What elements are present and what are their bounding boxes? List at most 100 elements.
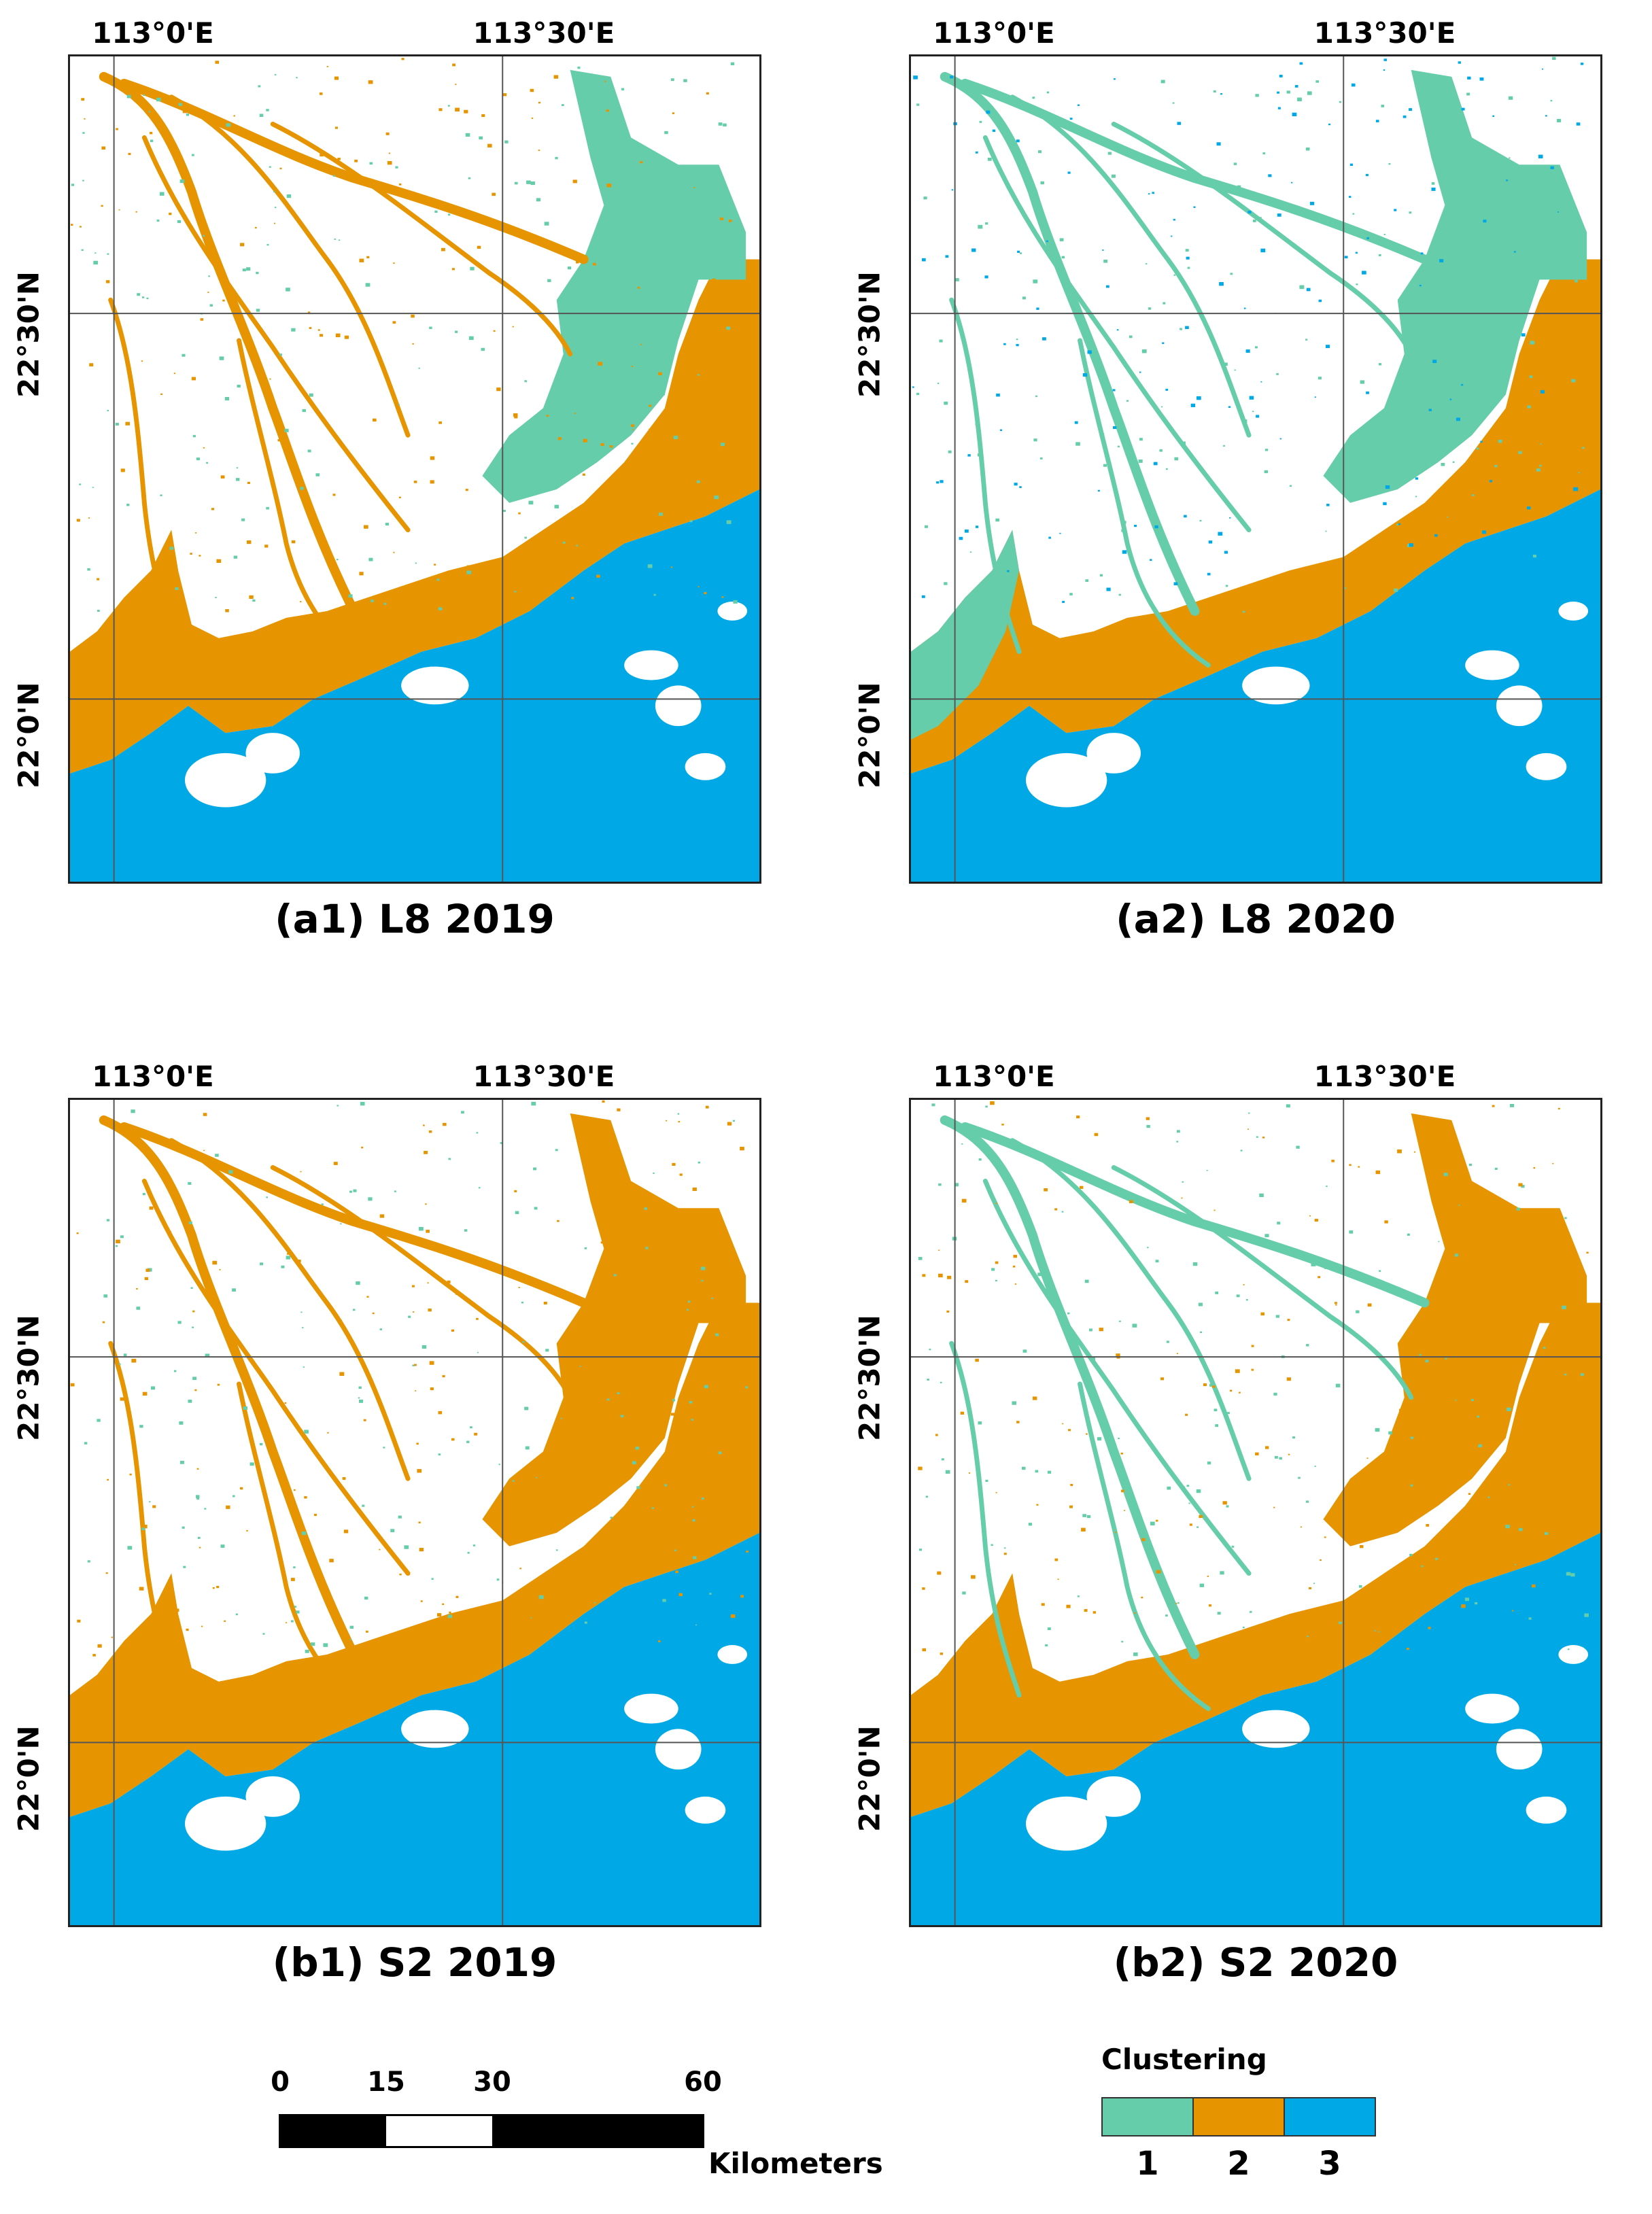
lon-label-113-0: 113°0'E (92, 1060, 214, 1093)
river-channel (982, 1178, 1252, 1576)
lat-label-22-0: 22°0'N (12, 682, 46, 789)
scale-tick-15: 15 (367, 2066, 405, 2098)
island (1496, 685, 1543, 727)
legend-swatch-1 (1101, 2097, 1194, 2137)
coastal-class-area (70, 1302, 759, 1817)
island (655, 685, 702, 727)
island (1558, 602, 1589, 621)
river-channel (949, 297, 1022, 655)
island (1526, 1796, 1567, 1824)
lon-label-113-30: 113°30'E (472, 16, 615, 50)
legend-label-1: 1 (1136, 2145, 1159, 2183)
scale-unit-label: Kilometers (708, 2147, 883, 2180)
river-channel (1010, 1138, 1252, 1481)
map-panel-b1: 113°0'E 113°30'E 22°30'N 22°0'N (b1) S2 … (12, 1043, 775, 1995)
clustering-legend: Clustering 1 2 3 (1101, 2043, 1455, 2206)
cluster-map-b2 (909, 1098, 1602, 1927)
cluster-map-a1 (68, 54, 761, 884)
river-channel (1111, 1165, 1414, 1400)
lat-label-22-30: 22°30'N (853, 1315, 887, 1441)
scale-segment-black-2 (492, 2114, 704, 2148)
scale-tick-60: 60 (684, 2066, 722, 2098)
lon-label-113-30: 113°30'E (472, 1060, 615, 1093)
western-delta-area (70, 530, 179, 740)
legend-swatch-3 (1284, 2097, 1376, 2137)
classified-speckles (70, 58, 740, 612)
island (185, 1796, 266, 1851)
river-channel (940, 1115, 1200, 1659)
estuary-class-area (1323, 1113, 1587, 1546)
panel-caption-a1: (a1) L8 2019 (275, 896, 555, 942)
island (1242, 1710, 1310, 1748)
western-delta-area (70, 1573, 179, 1784)
river-channel (1078, 1381, 1211, 1712)
coastal-class-area (911, 259, 1600, 774)
river-channel (1078, 338, 1211, 668)
island (1026, 753, 1107, 808)
cluster-map-b1 (68, 1098, 761, 1927)
scale-tick-0: 0 (271, 2066, 290, 2098)
legend-swatch-2 (1192, 2097, 1285, 2137)
map-panel-b2: 113°0'E 113°30'E 22°30'N 22°0'N (b2) S2 … (853, 1043, 1616, 1995)
classified-speckles (70, 1100, 748, 1657)
island (1465, 1693, 1519, 1724)
scale-segment-white (384, 2114, 494, 2148)
river-channel (949, 1340, 1022, 1698)
island (624, 1693, 678, 1724)
river-channel (1111, 122, 1414, 357)
island (1242, 666, 1310, 705)
island (1086, 1776, 1141, 1817)
lat-label-22-30: 22°30'N (853, 271, 887, 398)
panel-caption-a2: (a2) L8 2020 (1116, 896, 1396, 942)
island (245, 733, 300, 774)
lon-label-113-30: 113°30'E (1313, 1060, 1456, 1093)
island (655, 1729, 702, 1770)
island (401, 666, 469, 705)
island (1526, 753, 1567, 780)
island (685, 753, 726, 780)
legend-title: Clustering (1101, 2043, 1267, 2076)
island (1496, 1729, 1543, 1770)
estuary-class-area (482, 1113, 746, 1546)
river-channel (141, 1178, 411, 1576)
island (624, 650, 678, 680)
coastal-class-area (911, 1302, 1600, 1817)
river-channel (940, 71, 1200, 616)
coastal-class-area (70, 259, 759, 774)
island (245, 1776, 300, 1817)
island (1086, 733, 1141, 774)
panel-caption-b2: (b2) S2 2020 (1113, 1939, 1398, 1986)
scale-segment-black-1 (279, 2114, 386, 2148)
western-delta-area (911, 1573, 1020, 1784)
river-channel (237, 1381, 370, 1712)
island (1465, 650, 1519, 680)
panel-caption-b1: (b1) S2 2019 (272, 1939, 557, 1986)
lon-label-113-0: 113°0'E (933, 16, 1055, 50)
lat-label-22-0: 22°0'N (853, 1725, 887, 1832)
scale-bar: 0 15 30 60 Kilometers (271, 2066, 883, 2182)
scale-tick-30: 30 (473, 2066, 511, 2098)
estuary-class-area (482, 69, 746, 503)
river-channel (270, 1165, 573, 1400)
cluster-map-a2 (909, 54, 1602, 884)
legend-label-3: 3 (1318, 2145, 1341, 2183)
river-channel (108, 1340, 181, 1698)
river-channel (108, 297, 181, 655)
map-panel-a2: 113°0'E 113°30'E 22°30'N 22°0'N (a2) L8 … (853, 0, 1616, 952)
western-delta-area (911, 530, 1020, 740)
island (185, 753, 266, 808)
island (1558, 1645, 1589, 1664)
island (685, 1796, 726, 1824)
river-channel (99, 1115, 359, 1659)
island (401, 1710, 469, 1748)
river-channel (237, 338, 370, 668)
island (717, 602, 748, 621)
estuary-class-area (1323, 69, 1587, 503)
island (717, 1645, 748, 1664)
legend-label-2: 2 (1227, 2145, 1250, 2183)
river-channel (270, 122, 573, 357)
river-channel (99, 71, 359, 616)
classified-speckles (912, 56, 1588, 613)
lat-label-22-0: 22°0'N (853, 682, 887, 789)
lon-label-113-30: 113°30'E (1313, 16, 1456, 50)
